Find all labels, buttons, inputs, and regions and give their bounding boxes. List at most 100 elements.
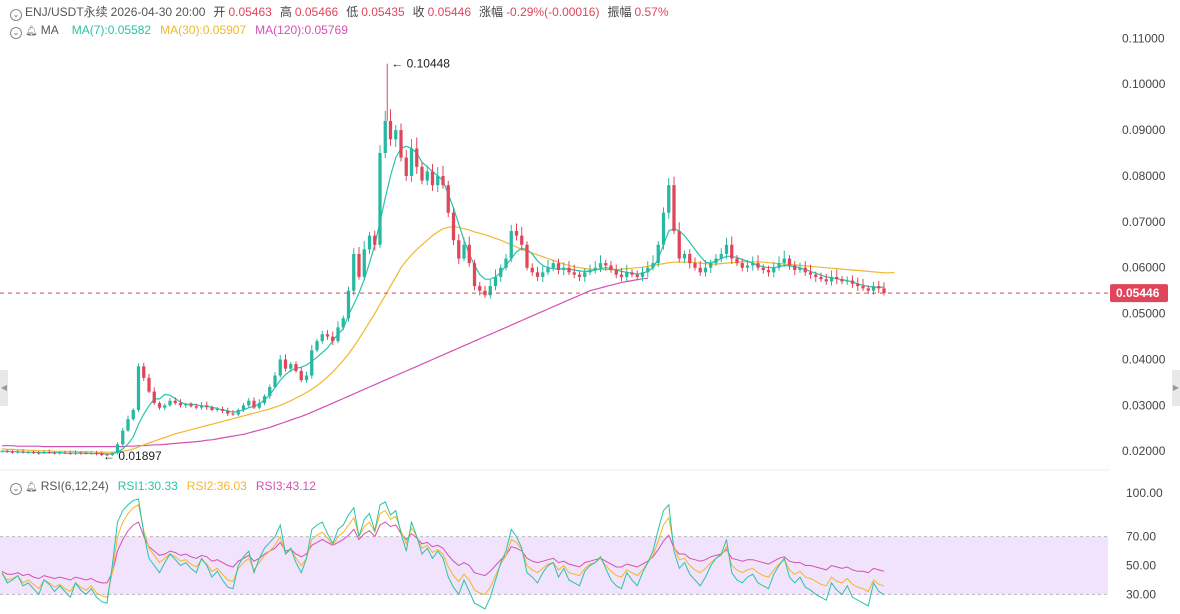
open-label: 开	[213, 5, 226, 19]
candle-body	[583, 272, 587, 277]
candle-body	[21, 451, 25, 453]
candle-body	[52, 452, 57, 454]
scroll-right-arrow[interactable]: ▶	[1172, 370, 1180, 406]
chevron-down-icon[interactable]: ⌄	[10, 27, 22, 39]
candle-body	[367, 235, 372, 250]
candle-body	[457, 240, 461, 259]
candle-body	[546, 267, 550, 273]
candle-body	[467, 244, 471, 264]
candle-body	[593, 267, 597, 271]
candle-body	[184, 404, 188, 406]
open-value: 0.05463	[228, 5, 272, 19]
candle-body	[394, 130, 398, 140]
candle-body	[745, 265, 750, 268]
candle-body	[719, 253, 723, 259]
ma30-value: MA(30):0.05907	[160, 23, 247, 37]
candle-body	[352, 253, 356, 291]
ma7-line	[2, 145, 885, 455]
candle-body	[761, 267, 765, 271]
candle-body	[152, 391, 156, 404]
bell-icon[interactable]: 🔔︎	[25, 482, 38, 493]
rsi2-line	[1, 504, 885, 598]
price-axis: 0.11000 0.10000 0.09000 0.08000 0.07000 0.060…	[1122, 31, 1166, 601]
candle-body	[850, 280, 855, 284]
candle-body	[236, 409, 240, 415]
price-tick-label: 0.03000	[1122, 398, 1166, 412]
candle-body	[451, 212, 456, 241]
candle-body	[388, 120, 393, 140]
ma30-line	[1, 225, 895, 453]
symbol[interactable]: ENJ/USDT永续	[25, 5, 108, 19]
candle-body	[499, 267, 503, 277]
candle-body	[373, 235, 377, 245]
price-tick-label: 0.07000	[1122, 215, 1166, 229]
candle-body	[525, 244, 529, 268]
candle-body	[619, 274, 624, 277]
candle-body	[798, 267, 802, 271]
candle-body	[709, 263, 713, 268]
rsi-name[interactable]: RSI(6,12,24)	[40, 479, 109, 493]
candle-body	[299, 370, 303, 381]
candle-body	[756, 263, 760, 268]
candle-body	[782, 258, 786, 264]
candle-body	[609, 265, 613, 271]
candle-body	[194, 406, 198, 408]
candle-body	[136, 366, 141, 410]
candle-body	[73, 452, 78, 454]
candle-body	[441, 175, 445, 186]
candle-body	[446, 185, 450, 213]
candle-body	[829, 276, 834, 282]
bell-icon[interactable]: 🔔︎	[25, 26, 38, 37]
candle-body	[714, 258, 718, 264]
candle-body	[315, 341, 319, 351]
candle-body	[777, 263, 781, 268]
amplitude-label: 振幅	[607, 5, 632, 19]
ma-name[interactable]: MA	[40, 23, 59, 37]
rsi1-line	[1, 498, 885, 610]
low-value: 0.05435	[361, 5, 405, 19]
candle-body	[84, 453, 88, 455]
candle-body	[651, 263, 655, 268]
chevron-down-icon[interactable]: ⌄	[10, 483, 22, 495]
candle-body	[577, 274, 582, 277]
candle-body	[672, 185, 676, 232]
candle-body	[378, 153, 382, 245]
candle-body	[520, 235, 524, 245]
candle-body	[625, 272, 629, 277]
candle-body	[94, 453, 99, 455]
rsi1-value: RSI1:30.33	[117, 479, 178, 493]
candle-body	[793, 265, 797, 271]
rsi-tick-label: 50.00	[1126, 559, 1156, 573]
scroll-left-arrow[interactable]: ◀	[0, 370, 8, 406]
candle-body	[5, 451, 9, 453]
candle-body	[703, 267, 708, 273]
candle-body	[541, 272, 545, 277]
chevron-down-icon[interactable]: ⌄	[10, 9, 22, 21]
candle-body	[509, 231, 513, 259]
price-tick-label: 0.11000	[1122, 31, 1165, 45]
candle-body	[268, 387, 272, 397]
candle-body	[247, 400, 251, 406]
candle-body	[677, 231, 681, 259]
candle-body	[105, 454, 109, 456]
candle-body	[688, 253, 692, 264]
candle-body	[430, 171, 435, 186]
candle-body	[698, 267, 702, 273]
candle-body	[294, 364, 298, 371]
rsi-tick-label: 70.00	[1126, 530, 1156, 544]
candle-body	[472, 263, 477, 287]
candle-body	[808, 272, 813, 275]
change-label: 涨幅	[479, 5, 504, 19]
candle-body	[168, 400, 172, 406]
candle-body	[772, 267, 776, 273]
candle-body	[420, 166, 424, 181]
candle-body	[656, 244, 660, 264]
candle-body	[562, 267, 566, 271]
candle-body	[278, 359, 282, 376]
candle-body	[724, 244, 729, 254]
candle-body	[283, 359, 288, 369]
close-label: 收	[412, 5, 425, 19]
candle-body	[131, 409, 135, 420]
candle-body	[614, 270, 618, 275]
